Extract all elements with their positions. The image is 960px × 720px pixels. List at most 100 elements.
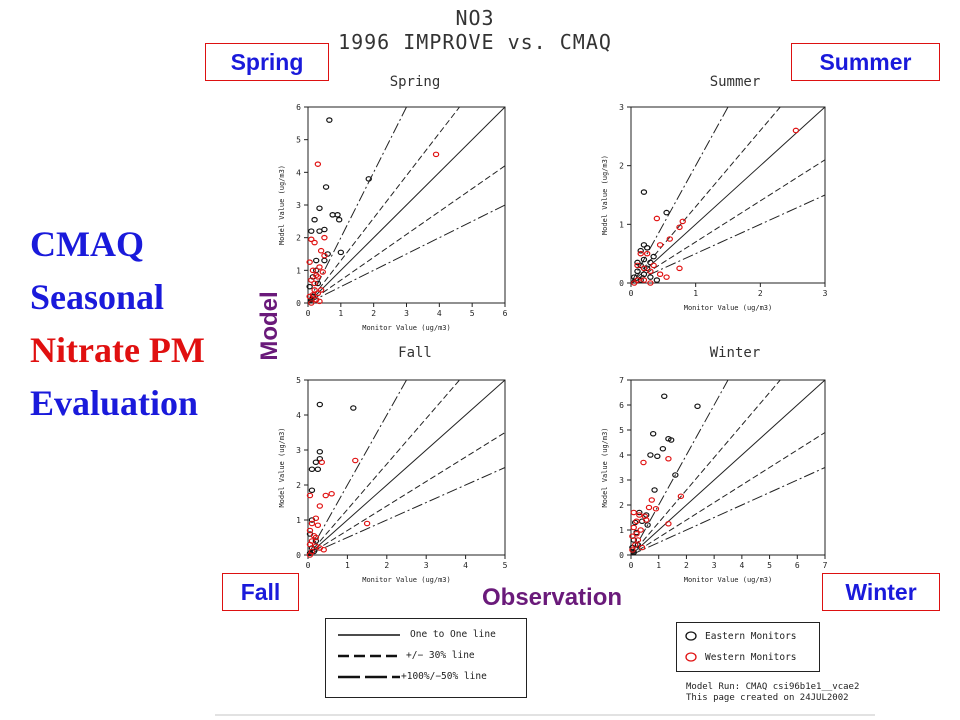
- x-tick-label: 5: [503, 561, 508, 570]
- western-swatch: [685, 652, 697, 662]
- western-monitor-point: [328, 490, 335, 497]
- x-tick-label: 4: [437, 309, 442, 318]
- western-monitor-point: [629, 533, 636, 540]
- eastern-monitor-point: [647, 452, 654, 458]
- legend-pm50: +100%/−50% line: [401, 671, 487, 682]
- y-tick-label: 4: [296, 168, 301, 177]
- eastern-monitor-point: [335, 216, 343, 223]
- western-monitor-point: [631, 542, 639, 548]
- y-axis-label: Model Value (ug/m3): [278, 427, 286, 507]
- western-monitor-point: [322, 492, 329, 499]
- eastern-monitor-point: [631, 519, 639, 526]
- observation-axis-overlay: Observation: [482, 584, 623, 611]
- eastern-monitor-point: [322, 184, 330, 190]
- western-monitor-point: [634, 277, 641, 283]
- eastern-monitor-point: [634, 259, 641, 266]
- western-monitor-point: [643, 250, 651, 257]
- western-monitor-point: [645, 504, 653, 511]
- minus-50-line: [630, 194, 826, 284]
- x-axis-label: Monitor Value (ug/m3): [362, 324, 451, 332]
- eastern-monitor-point: [637, 262, 644, 269]
- eastern-monitor-point: [643, 512, 650, 518]
- eastern-monitor-point: [316, 205, 323, 212]
- minus-30-line: [307, 165, 506, 304]
- eastern-monitor-point: [308, 466, 316, 473]
- western-monitor-point: [308, 277, 315, 283]
- western-monitor-point: [319, 269, 326, 275]
- western-monitor-point: [317, 287, 325, 293]
- western-monitor-point: [640, 459, 647, 466]
- western-monitor-point: [314, 522, 322, 529]
- minus-30-line: [307, 432, 506, 556]
- y-tick-label: 0: [619, 279, 624, 288]
- western-monitor-point: [629, 547, 636, 553]
- slide-title-line1: CMAQ: [30, 224, 144, 264]
- slide-title: CMAQ Seasonal Nitrate PM Evaluation: [30, 218, 205, 430]
- western-monitor-point: [306, 492, 314, 499]
- y-tick-label: 5: [296, 376, 301, 385]
- season-label-fall: Fall: [222, 573, 299, 611]
- western-monitor-point: [363, 520, 371, 527]
- y-tick-label: 3: [296, 201, 301, 210]
- season-label-summer: Summer: [791, 43, 940, 81]
- western-monitor-point: [637, 527, 644, 533]
- x-tick-label: 0: [306, 309, 311, 318]
- y-tick-label: 4: [619, 451, 624, 460]
- western-monitor-point: [310, 532, 318, 539]
- eastern-monitor-point: [316, 401, 324, 408]
- western-monitor-point: [666, 236, 674, 242]
- y-tick-label: 2: [619, 501, 624, 510]
- western-monitor-point: [308, 520, 316, 527]
- western-monitor-point: [663, 274, 670, 280]
- eastern-monitor-point: [631, 274, 638, 280]
- season-label-winter: Winter: [822, 573, 940, 611]
- legend-one-to-one: One to One line: [410, 629, 496, 640]
- plus-100-line: [307, 106, 407, 304]
- eastern-monitor-point: [306, 283, 313, 290]
- western-monitor-point: [640, 265, 648, 272]
- legend-eastern: Eastern Monitors: [705, 631, 797, 642]
- eastern-monitor-point: [314, 280, 322, 287]
- one-to-one-line: [630, 106, 826, 284]
- y-tick-label: 3: [296, 446, 301, 455]
- minus-30-line: [630, 432, 826, 556]
- bottom-divider: [215, 714, 875, 716]
- eastern-monitor-point: [640, 189, 648, 195]
- western-monitor-point: [306, 552, 314, 558]
- monitor-legend: Eastern Monitors Western Monitors: [676, 622, 820, 672]
- x-axis-label: Monitor Value (ug/m3): [362, 576, 451, 584]
- line-legend: One to One line +/− 30% line +100%/−50% …: [325, 618, 527, 698]
- x-tick-label: 2: [384, 561, 389, 570]
- western-monitor-point: [314, 274, 322, 280]
- western-monitor-point: [792, 127, 800, 134]
- y-tick-label: 4: [296, 411, 301, 420]
- monitor-legend-swatches: [685, 631, 697, 662]
- x-tick-label: 1: [338, 309, 343, 318]
- eastern-monitor-point: [667, 437, 675, 443]
- western-monitor-point: [677, 493, 685, 500]
- eastern-monitor-point: [644, 522, 651, 528]
- western-monitor-point: [630, 524, 637, 531]
- legend-western: Western Monitors: [705, 652, 797, 663]
- eastern-monitor-point: [334, 212, 341, 218]
- x-tick-label: 0: [306, 561, 311, 570]
- western-monitor-point: [656, 271, 664, 278]
- eastern-monitor-point: [311, 216, 318, 223]
- x-tick-label: 3: [404, 309, 409, 318]
- western-monitor-point: [306, 259, 313, 265]
- western-monitor-point: [311, 280, 318, 287]
- western-monitor-point: [308, 300, 315, 306]
- eastern-swatch: [685, 631, 697, 641]
- figure-title-line1: NO3: [455, 6, 495, 30]
- y-tick-label: 6: [296, 103, 301, 112]
- plot-title: Spring: [390, 74, 441, 90]
- eastern-monitor-point: [312, 459, 320, 466]
- y-tick-label: 5: [619, 426, 624, 435]
- eastern-monitor-point: [637, 277, 644, 283]
- western-monitor-point: [633, 518, 640, 525]
- western-monitor-point: [352, 457, 359, 464]
- eastern-monitor-point: [663, 209, 670, 216]
- eastern-monitor-point: [653, 277, 661, 283]
- western-monitor-point: [647, 280, 654, 286]
